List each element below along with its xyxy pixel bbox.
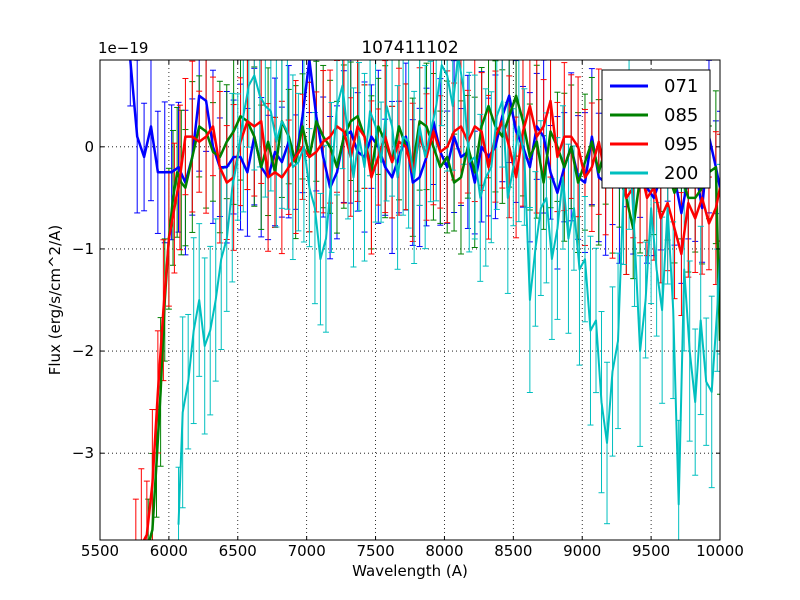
x-tick-label: 6000 bbox=[150, 542, 188, 560]
y-tick-label: 0 bbox=[84, 138, 94, 156]
legend: 071 085 095 200 bbox=[601, 69, 711, 189]
x-tick-label: 8000 bbox=[425, 542, 463, 560]
y-scale-offset: 1e−19 bbox=[98, 39, 148, 57]
chart-title: 107411102 bbox=[361, 38, 458, 58]
legend-label-095: 095 bbox=[664, 134, 698, 155]
x-tick-label: 9500 bbox=[632, 542, 670, 560]
plot-frame bbox=[99, 59, 721, 541]
y-axis-label: Flux (erg/s/cm^2/A) bbox=[46, 225, 64, 376]
series-layer bbox=[127, 60, 720, 540]
x-tick-label: 8500 bbox=[494, 542, 532, 560]
y-tick-label: −2 bbox=[72, 342, 94, 360]
x-tick-label: 6500 bbox=[219, 542, 257, 560]
x-tick-label: 5500 bbox=[81, 542, 119, 560]
legend-label-200: 200 bbox=[664, 163, 698, 184]
y-tick-label: −1 bbox=[72, 240, 94, 258]
x-tick-label: 10000 bbox=[696, 542, 744, 560]
x-tick-label: 7500 bbox=[356, 542, 394, 560]
x-axis-label: Wavelength (A) bbox=[352, 562, 468, 580]
x-tick-label: 7000 bbox=[288, 542, 326, 560]
x-tick-label: 9000 bbox=[563, 542, 601, 560]
legend-label-071: 071 bbox=[664, 76, 698, 97]
ticks: 5500 6000 6500 7000 7500 8000 8500 9000 9500 1000… bbox=[72, 60, 744, 560]
y-tick-label: −3 bbox=[72, 444, 94, 462]
legend-box bbox=[601, 69, 711, 189]
legend-label-085: 085 bbox=[664, 105, 698, 126]
